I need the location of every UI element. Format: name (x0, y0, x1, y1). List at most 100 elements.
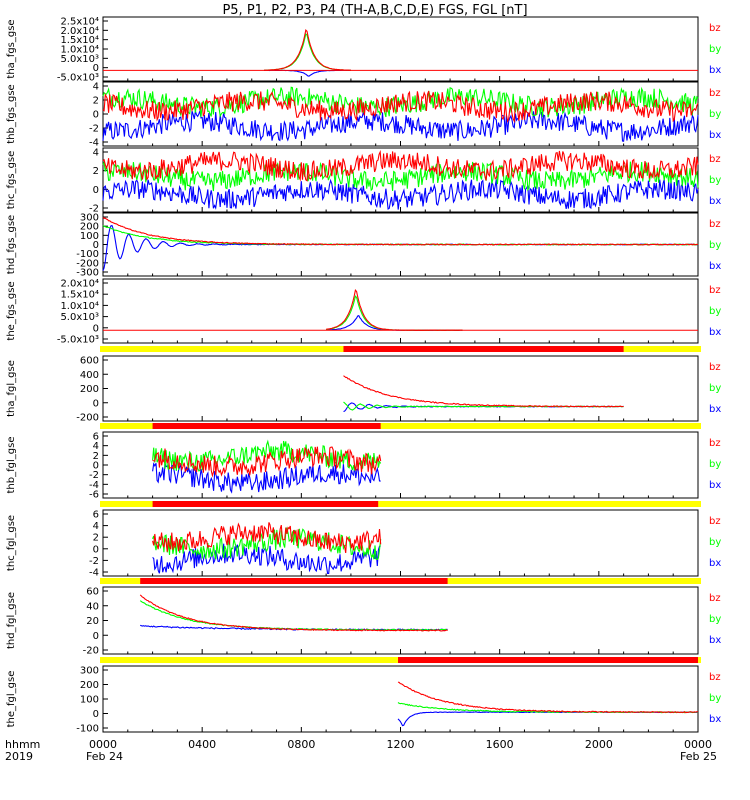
panel-ylabel: thc_fgs_gse (6, 151, 17, 210)
panel-thd_fgl_gse: thd_fgl_gse 60 40 20 0 -20 bz by bx (6, 586, 721, 657)
data-quality-flags (100, 346, 701, 663)
ytick-label: 200 (80, 384, 99, 395)
ytick-label: 0 (93, 185, 99, 196)
ytick-label: 0 (93, 461, 99, 472)
ytick-label: -200 (76, 258, 99, 269)
series-by (102, 225, 699, 246)
series-bz (397, 681, 699, 714)
time-axis: hhmm 2019 Feb 24 Feb 25 0000 0400 0800 1200… (5, 738, 717, 763)
ytick-label: 300 (80, 213, 99, 224)
panel-ylabel: tha_fgs_gse (6, 19, 17, 78)
series-by (102, 160, 699, 192)
ytick-label: 0 (93, 398, 99, 409)
time-tick-label: 0000 (684, 738, 712, 751)
ytick-label: 4 (93, 441, 99, 452)
panel-the_fgl_gse: the_fgl_gse 300 200 100 0 -100 bz by bx (6, 665, 721, 735)
legend-bz: bz (709, 154, 721, 165)
series-bz (152, 522, 382, 553)
flag-bad-segment (140, 578, 448, 584)
legend-by: by (709, 383, 721, 394)
ytick-label: 0 (93, 323, 99, 334)
legend-bz: bz (709, 672, 721, 683)
time-axis-format-label: hhmm (5, 738, 40, 751)
panel-ylabel: thd_fgs_gse (6, 215, 17, 274)
legend-bx: bx (709, 65, 721, 76)
ytick-label: 100 (80, 695, 99, 706)
ytick-label: -4 (89, 480, 99, 491)
time-tick-label: 0400 (188, 738, 216, 751)
ytick-label: 5.0x10³ (60, 54, 99, 65)
flag-bad-segment (152, 501, 379, 507)
series-bz (152, 446, 382, 478)
legend-by: by (709, 240, 721, 251)
plot-title: P5, P1, P2, P3, P4 (TH-A,B,C,D,E) FGS, F… (222, 3, 527, 18)
series-bz (102, 149, 699, 182)
time-tick-label: 1200 (387, 738, 415, 751)
legend-bz: bz (709, 219, 721, 230)
ytick-label: 4 (93, 521, 99, 532)
ytick-label: 60 (86, 587, 99, 598)
flag-bar (100, 346, 701, 352)
ytick-label: 0 (93, 709, 99, 720)
ytick-label: 4 (93, 148, 99, 159)
time-axis-start-date: Feb 24 (86, 750, 123, 763)
ytick-label: -20 (83, 646, 99, 657)
panel-ylabel: thd_fgl_gse (6, 592, 17, 649)
flag-good-segment (100, 501, 701, 507)
panel-frame (102, 16, 699, 82)
ytick-label: -300 (76, 268, 99, 279)
legend-bx: bx (709, 196, 721, 207)
series-bz (326, 289, 463, 331)
ytick-label: 400 (80, 370, 99, 381)
series-bx (264, 69, 351, 77)
ytick-label: -2 (89, 556, 99, 567)
legend-bz: bz (709, 438, 721, 449)
flag-bad-segment (343, 346, 624, 352)
ytick-label: 2 (93, 96, 99, 107)
ytick-label: -2 (89, 124, 99, 135)
panel-thb_fgs_gse: thb_fgs_gse 4 2 0 -2 -4 bz by bx (6, 81, 721, 149)
legend-by: by (709, 693, 721, 704)
ytick-label: -6 (89, 490, 99, 501)
legend-by: by (709, 44, 721, 55)
panel-thc_fgs_gse: thc_fgs_gse 4 2 0 -2 bz by bx (6, 147, 721, 215)
ytick-label: 1.0x10⁴ (60, 45, 99, 56)
time-tick-label: 1600 (486, 738, 514, 751)
legend-by: by (709, 306, 721, 317)
ytick-label: 200 (80, 222, 99, 233)
series-bz (102, 216, 699, 246)
legend-bx: bx (709, 480, 721, 491)
ytick-label: 0 (93, 240, 99, 251)
panel-ylabel: thc_fgl_gse (6, 515, 17, 571)
series-bz (343, 375, 624, 408)
time-tick-label: 0000 (89, 738, 117, 751)
ytick-label: 600 (80, 356, 99, 367)
series-bz (139, 594, 448, 632)
panel-tha_fgl_gse: tha_fgl_gse 600 400 200 0 -200 bz by bx (6, 355, 721, 424)
ytick-label: -2 (89, 204, 99, 215)
ytick-label: 0 (93, 63, 99, 74)
series-by (264, 33, 351, 71)
legend-bz: bz (709, 516, 721, 527)
legend-bz: bz (709, 23, 721, 34)
flag-bar (100, 578, 701, 584)
series-bz (264, 28, 351, 71)
panel-ylabel: thb_fgs_gse (6, 84, 17, 143)
ytick-label: -5.0x10³ (57, 73, 99, 84)
ytick-label: 2 (93, 533, 99, 544)
series-bx (102, 110, 699, 142)
time-axis-end-date: Feb 25 (680, 750, 717, 763)
ytick-label: 200 (80, 680, 99, 691)
ytick-label: -100 (76, 249, 99, 260)
ytick-label: 5.0x10³ (60, 312, 99, 323)
panel-ylabel: tha_fgl_gse (6, 360, 17, 417)
legend-bx: bx (709, 261, 721, 272)
series-bx (102, 224, 699, 271)
legend-bx: bx (709, 635, 721, 646)
ytick-label: 40 (86, 601, 99, 612)
ytick-label: 1.5x10⁴ (60, 290, 99, 301)
panel-frame (102, 355, 699, 422)
